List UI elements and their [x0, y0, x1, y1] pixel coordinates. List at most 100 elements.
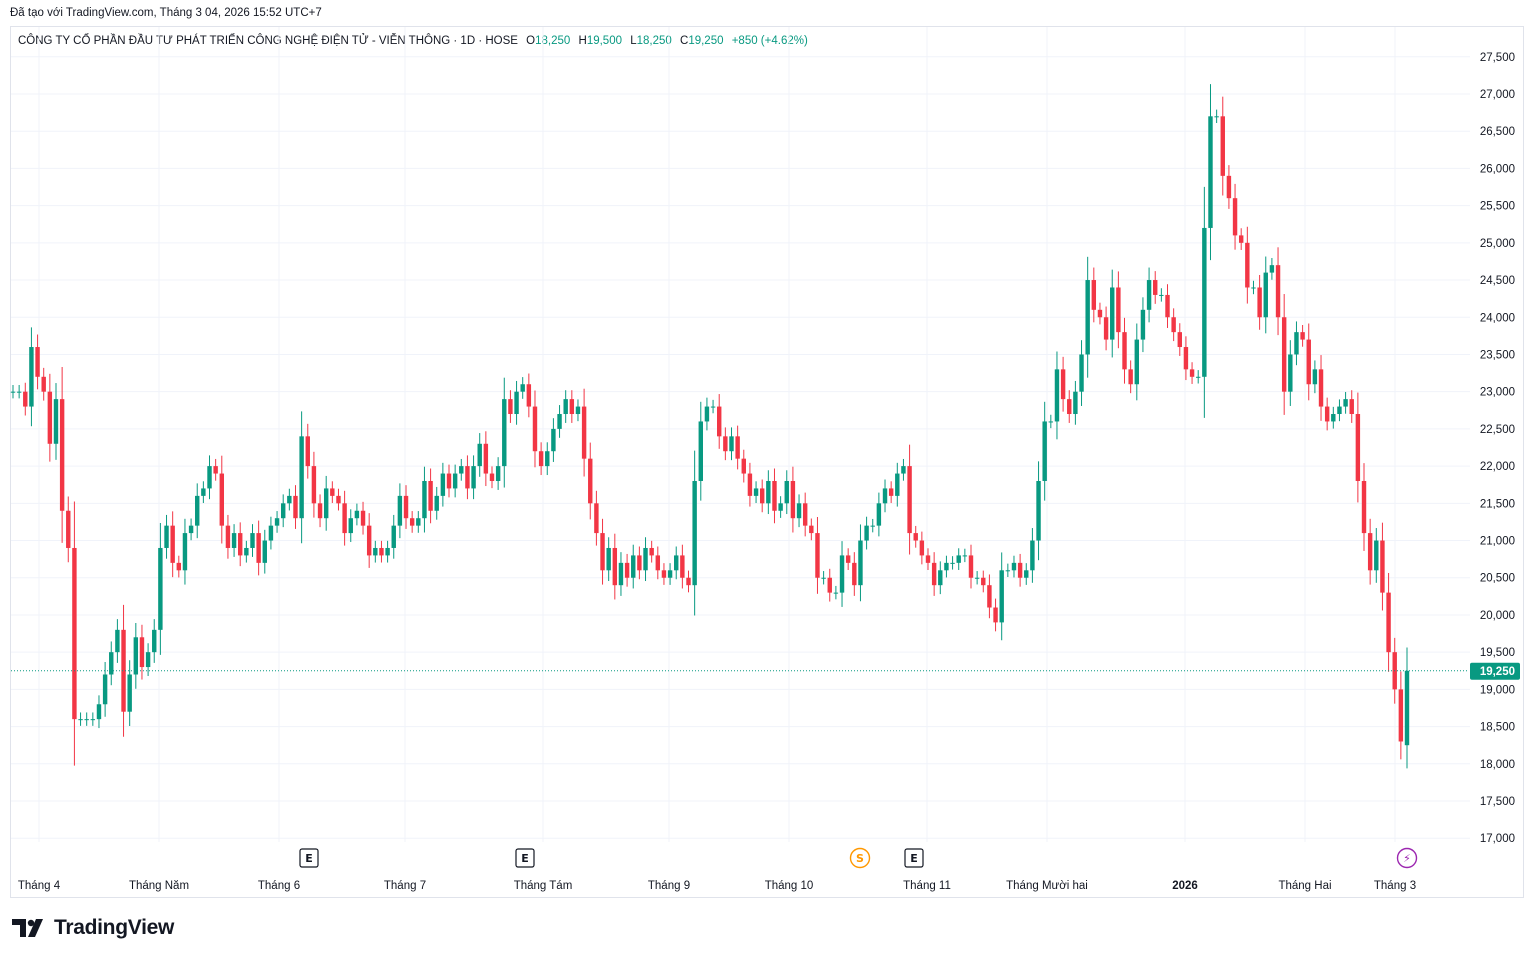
- candle: [888, 481, 894, 504]
- candle: [354, 503, 360, 526]
- candle: [839, 541, 845, 607]
- candle: [809, 518, 814, 541]
- time-tick-label: Tháng 3: [1374, 880, 1416, 892]
- candle: [913, 525, 918, 548]
- tradingview-brand[interactable]: TradingView: [12, 916, 174, 940]
- candle: [1171, 308, 1176, 342]
- candle: [90, 712, 96, 726]
- candle: [256, 520, 261, 576]
- candle: [1159, 288, 1164, 302]
- candle: [999, 552, 1004, 641]
- candle: [858, 524, 863, 602]
- candle: [41, 367, 46, 401]
- candle: [188, 518, 194, 541]
- candle: [956, 548, 961, 571]
- candle: [1251, 280, 1256, 295]
- candle: [907, 444, 912, 555]
- candle: [1042, 401, 1047, 501]
- candle: [317, 494, 323, 528]
- time-tick-label: 2026: [1172, 880, 1198, 892]
- chart-pane[interactable]: [10, 26, 1524, 898]
- candle: [1306, 323, 1311, 401]
- candle: [366, 513, 372, 568]
- tradingview-logo-icon: [12, 919, 43, 937]
- split-event-icon[interactable]: S: [849, 847, 871, 869]
- candle: [563, 390, 568, 423]
- price-tick-label: 24,000: [1480, 312, 1515, 324]
- price-tick-label: 19,000: [1480, 684, 1515, 696]
- candle: [158, 522, 163, 655]
- candle: [495, 457, 501, 490]
- time-tick-label: Tháng Hai: [1278, 880, 1331, 892]
- candle: [974, 571, 980, 585]
- candle: [882, 479, 888, 513]
- candle: [1085, 256, 1090, 378]
- candle: [1281, 294, 1287, 415]
- candle: [545, 442, 550, 476]
- price-axis[interactable]: 27,500 27,000 26,500 26,000 25,500 25,000 24,5…: [1480, 52, 1515, 845]
- candle: [1361, 463, 1367, 551]
- candle: [667, 563, 673, 585]
- candle: [532, 390, 538, 468]
- candle: [594, 490, 599, 546]
- candle: [778, 496, 783, 518]
- candle: [1110, 269, 1115, 358]
- candle: [1146, 267, 1152, 323]
- event-markers[interactable]: E E S E ⚡: [299, 847, 1418, 869]
- candle: [710, 399, 716, 414]
- created-with-credit: Đã tạo với TradingView.com, Tháng 3 04, …: [10, 7, 322, 19]
- price-tick-label: 17,000: [1480, 833, 1515, 845]
- candle: [409, 511, 415, 533]
- candle: [452, 464, 458, 498]
- earnings-event-icon[interactable]: E: [904, 848, 924, 868]
- candle: [207, 455, 212, 500]
- candle: [225, 514, 231, 559]
- candle: [557, 405, 562, 438]
- last-price-line: 19,250: [11, 662, 1520, 680]
- earnings-event-icon[interactable]: E: [299, 848, 319, 868]
- candle: [1060, 356, 1066, 412]
- candle: [588, 442, 593, 520]
- time-tick-label: Tháng Năm: [129, 880, 189, 892]
- candle: [170, 511, 175, 578]
- candle: [1036, 461, 1041, 561]
- candle: [465, 455, 470, 500]
- candle: [84, 712, 89, 726]
- candle: [115, 619, 120, 663]
- flash-event-icon[interactable]: ⚡: [1396, 847, 1418, 869]
- last-price-label: 19,250: [1480, 666, 1515, 678]
- candle: [59, 366, 65, 543]
- candle: [821, 571, 826, 585]
- candle: [1214, 109, 1219, 124]
- candle: [747, 462, 753, 507]
- candle: [238, 522, 243, 567]
- low-label: L: [630, 35, 637, 47]
- candle: [274, 511, 280, 533]
- candle: [790, 466, 796, 533]
- candle: [1024, 563, 1029, 585]
- candle: [1005, 563, 1011, 577]
- price-tick-label: 27,000: [1480, 89, 1515, 101]
- candle: [1386, 572, 1391, 672]
- candle: [23, 382, 28, 416]
- earnings-event-icon[interactable]: E: [515, 848, 535, 868]
- candle: [784, 470, 789, 515]
- candle: [1324, 397, 1330, 431]
- candle: [1374, 528, 1379, 583]
- candle: [600, 518, 605, 585]
- candle: [145, 643, 151, 676]
- time-axis[interactable]: Tháng 4 Tháng Năm Tháng 6 Tháng 7 Tháng Tám T…: [18, 880, 1416, 892]
- candle: [1300, 324, 1305, 347]
- candle: [520, 377, 525, 399]
- time-tick-label: Tháng 4: [18, 880, 61, 892]
- candle: [1079, 340, 1084, 406]
- candle: [845, 548, 851, 571]
- candle: [925, 548, 931, 571]
- candle: [796, 494, 802, 528]
- candle: [674, 546, 679, 580]
- tradingview-wordmark: TradingView: [54, 916, 175, 939]
- candle: [1067, 390, 1072, 423]
- candle: [1011, 555, 1017, 578]
- candle: [1331, 406, 1336, 429]
